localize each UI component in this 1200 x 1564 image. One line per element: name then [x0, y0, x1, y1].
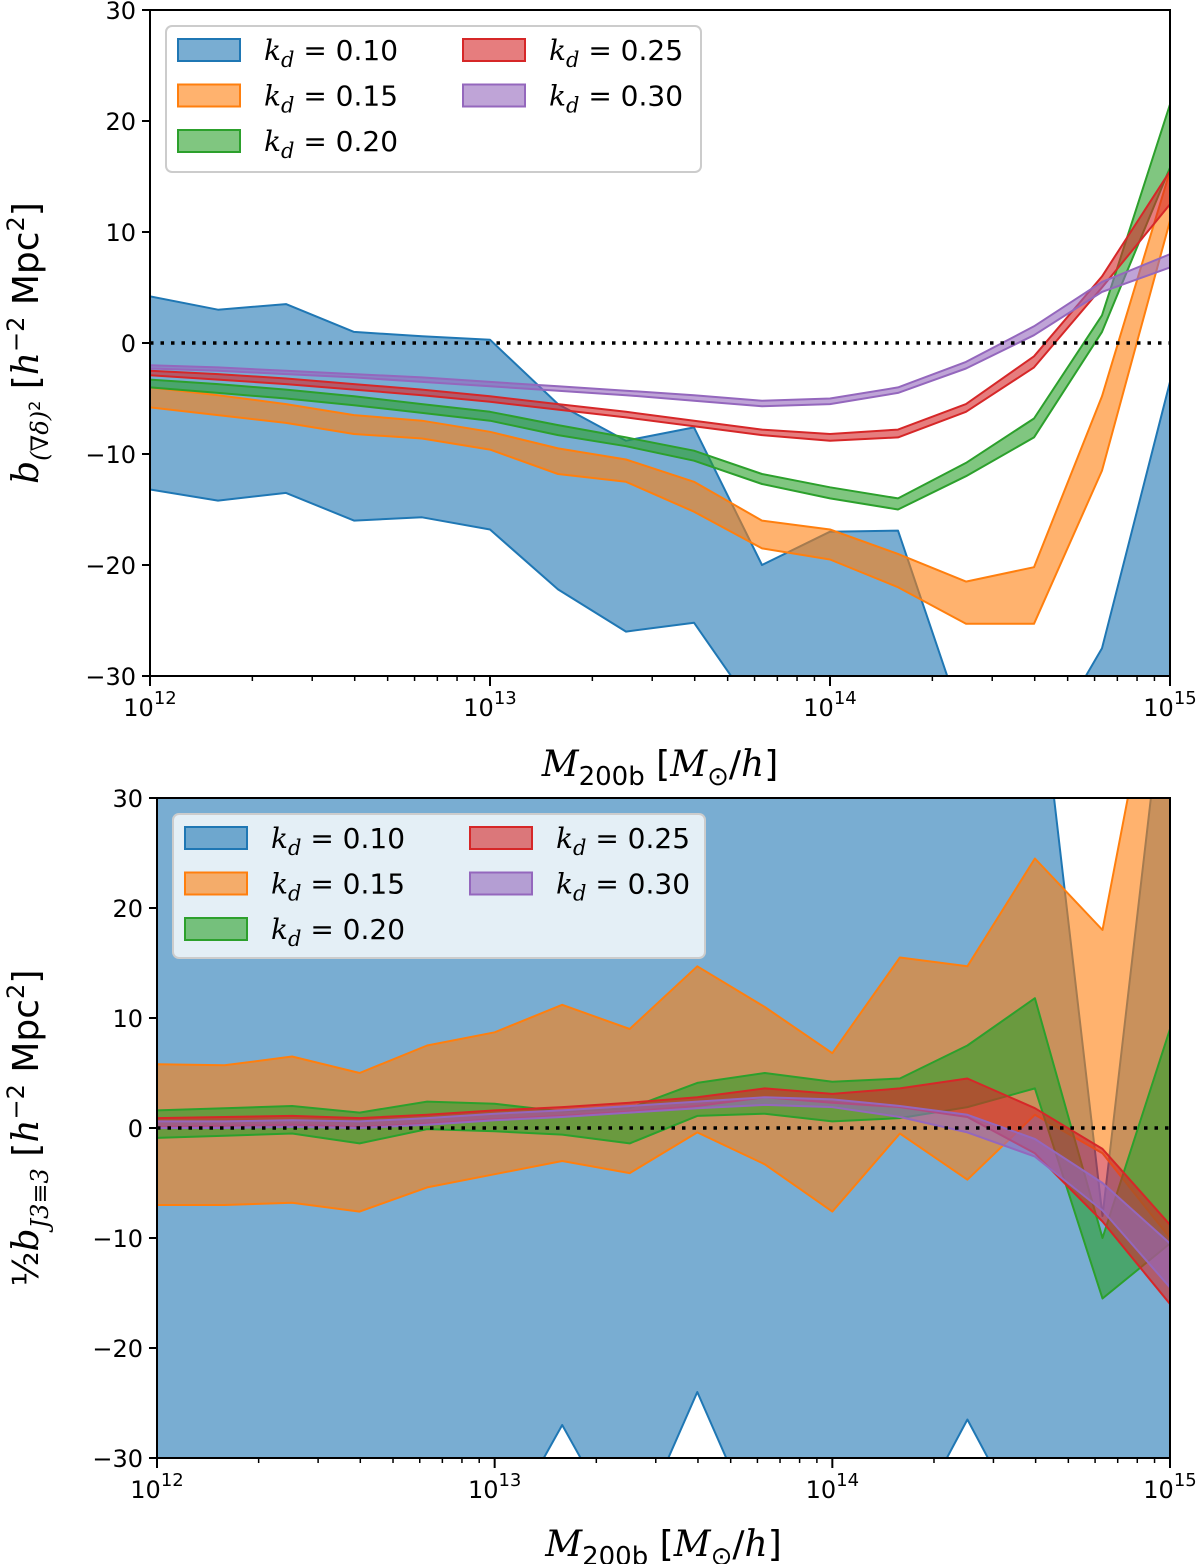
- legend-swatch-kd-0.25: [469, 826, 533, 850]
- x-axis-label: M200b [M⊙/h]: [541, 744, 779, 792]
- x-tick-label: 1013: [463, 688, 516, 722]
- legend-box: [165, 25, 702, 173]
- y-tick-label: 30: [105, 0, 136, 25]
- legend: kd = 0.10 kd = 0.15 kd = 0.20 kd = 0.25 kd =…: [165, 25, 702, 173]
- y-tick-label: −20: [85, 552, 136, 580]
- legend-label-kd-0.10: kd = 0.10: [264, 34, 398, 72]
- y-tick-label: 0: [121, 330, 136, 358]
- x-tick-label: 1015: [1143, 688, 1196, 722]
- legend-swatch-kd-0.20: [177, 129, 241, 153]
- plot-area: [150, 103, 1170, 676]
- y-tick-label: 20: [105, 108, 136, 136]
- legend: kd = 0.10 kd = 0.15 kd = 0.20 kd = 0.25 kd =…: [172, 813, 706, 959]
- y-tick-label: 30: [112, 785, 143, 813]
- y-axis-label: b(∇δ)2 [h−2 Mpc2]: [2, 202, 54, 484]
- y-tick-label: −30: [92, 1445, 143, 1473]
- legend-swatch-kd-0.30: [469, 871, 533, 896]
- legend-label-kd-0.25: kd = 0.25: [556, 822, 690, 860]
- y-tick-label: −30: [85, 663, 136, 691]
- x-tick-label: 1014: [806, 1470, 859, 1504]
- legend-label-kd-0.15: kd = 0.15: [271, 868, 405, 906]
- x-tick-label: 1012: [130, 1470, 183, 1504]
- y-tick-label: 20: [112, 895, 143, 923]
- y-tick-label: 10: [105, 219, 136, 247]
- legend-swatch-kd-0.30: [462, 83, 526, 108]
- y-tick-label: 0: [128, 1115, 143, 1143]
- y-tick-label: 10: [112, 1005, 143, 1033]
- y-tick-label: −10: [92, 1225, 143, 1253]
- legend-label-kd-0.30: kd = 0.30: [556, 868, 690, 906]
- x-tick-label: 1014: [803, 688, 856, 722]
- plot-area: [157, 798, 1170, 1458]
- x-tick-label: 1013: [468, 1470, 521, 1504]
- band-kd-0.15: [150, 170, 1170, 625]
- legend-box: [172, 813, 706, 959]
- legend-swatch-kd-0.15: [177, 83, 241, 108]
- legend-label-kd-0.25: kd = 0.25: [549, 34, 683, 72]
- band-kd-0.25: [150, 170, 1170, 442]
- band-kd-0.30: [150, 253, 1170, 408]
- band-kd-0.20: [157, 997, 1170, 1300]
- band-kd-0.20: [150, 103, 1170, 511]
- legend-label-kd-0.30: kd = 0.30: [549, 80, 683, 118]
- legend-swatch-kd-0.10: [184, 826, 248, 850]
- legend-swatch-kd-0.25: [462, 38, 526, 62]
- y-tick-label: −10: [85, 441, 136, 469]
- legend-swatch-kd-0.20: [184, 917, 248, 941]
- y-tick-label: −20: [92, 1335, 143, 1363]
- x-tick-label: 1015: [1143, 1470, 1196, 1504]
- x-axis-label: M200b [M⊙/h]: [544, 1524, 782, 1564]
- legend-label-kd-0.15: kd = 0.15: [264, 80, 398, 118]
- legend-label-kd-0.10: kd = 0.10: [271, 822, 405, 860]
- legend-swatch-kd-0.10: [177, 38, 241, 62]
- legend-label-kd-0.20: kd = 0.20: [271, 913, 405, 951]
- x-tick-label: 1012: [123, 688, 176, 722]
- legend-swatch-kd-0.15: [184, 871, 248, 896]
- y-axis-label: ½bJ3≡3 [h−2 Mpc2]: [2, 970, 54, 1287]
- band-kd-0.30: [157, 1096, 1170, 1289]
- legend-label-kd-0.20: kd = 0.20: [264, 125, 398, 163]
